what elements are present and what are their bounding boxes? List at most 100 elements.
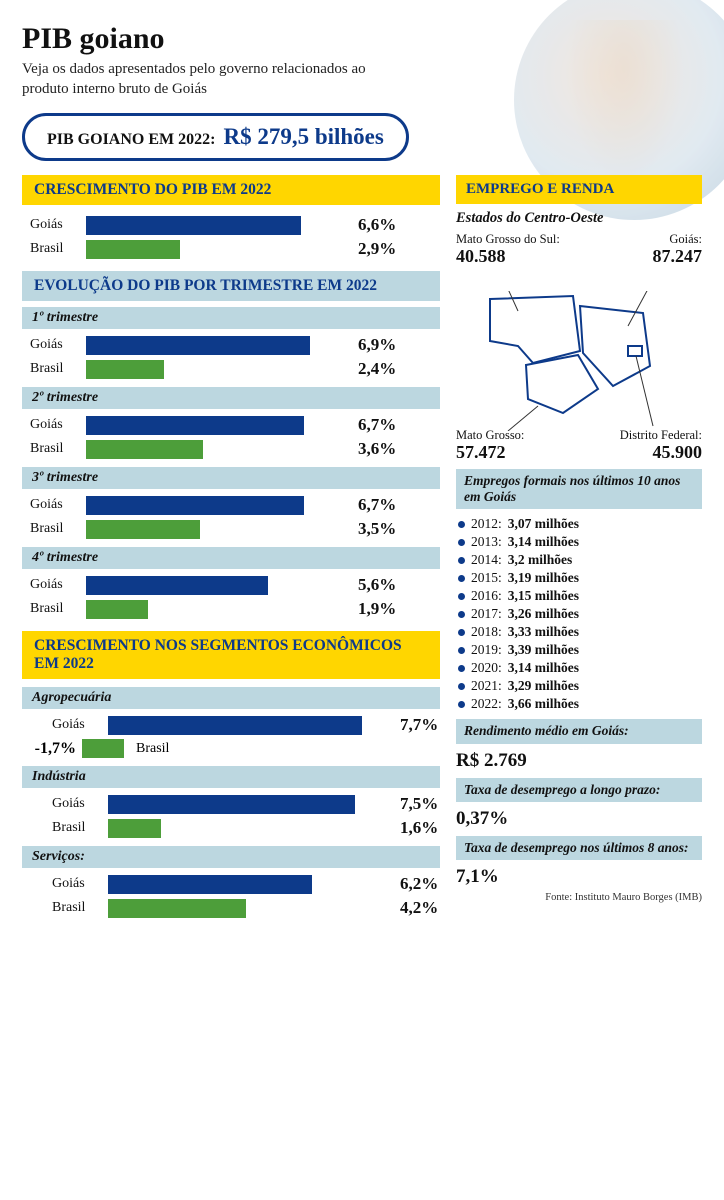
bar-label: Goiás [52, 876, 100, 892]
bar-value: 3,6% [358, 439, 396, 459]
job-year: 2019: [471, 642, 502, 658]
bar-value: 1,9% [358, 599, 396, 619]
bar-row: Brasil 2,9% [22, 237, 440, 261]
bar-label: Goiás [30, 337, 78, 353]
bar-track [86, 240, 346, 259]
job-value: 3,15 milhões [508, 588, 579, 604]
pib-highlight-box: PIB GOIANO EM 2022: R$ 279,5 bilhões [22, 113, 409, 161]
bar-fill [86, 216, 301, 235]
job-item: 2012: 3,07 milhões [458, 515, 702, 533]
bar-value: 6,7% [358, 415, 396, 435]
job-item: 2020: 3,14 milhões [458, 659, 702, 677]
job-item: 2016: 3,15 milhões [458, 587, 702, 605]
bar-fill [86, 240, 180, 259]
bullet-icon [458, 557, 465, 564]
bar-label: Goiás [52, 796, 100, 812]
map-value-ms: 40.588 [456, 246, 506, 266]
bar-row: Goiás 5,6% [22, 573, 440, 597]
bar-track [86, 496, 346, 515]
segment-header: Indústria [22, 766, 440, 788]
bar-track [86, 216, 346, 235]
bar-label: Goiás [30, 497, 78, 513]
job-value: 3,26 milhões [508, 606, 579, 622]
bar-row: Goiás 7,7% [22, 713, 440, 737]
quarters-evolucao: 1º trimestre Goiás 6,9% Brasil 2,4% 2º t… [22, 307, 440, 621]
bullet-icon [458, 665, 465, 672]
bar-track [86, 600, 346, 619]
bullet-icon [458, 629, 465, 636]
job-year: 2012: [471, 516, 502, 532]
job-year: 2013: [471, 534, 502, 550]
bar-label: Goiás [30, 577, 78, 593]
bar-track [108, 899, 388, 918]
job-year: 2021: [471, 678, 502, 694]
bar-track [86, 520, 346, 539]
job-item: 2013: 3,14 milhões [458, 533, 702, 551]
section-header-emprego: EMPREGO E RENDA [456, 175, 702, 204]
map-centro-oeste: Mato Grosso do Sul: 40.588 Goiás: 87.247… [456, 233, 702, 463]
bullet-icon [458, 611, 465, 618]
map-label-go-text: Goiás: [669, 232, 702, 246]
map-label-ms: Mato Grosso do Sul: 40.588 [456, 233, 560, 267]
bar-row: Goiás 7,5% [22, 792, 440, 816]
bar-row: Brasil 4,2% [22, 896, 440, 920]
bar-track [108, 795, 388, 814]
job-year: 2018: [471, 624, 502, 640]
map-value-go: 87.247 [653, 246, 703, 266]
bar-row: Brasil 1,9% [22, 597, 440, 621]
bar-fill [86, 336, 310, 355]
bar-label: Brasil [30, 241, 78, 257]
bar-value: 2,9% [358, 239, 396, 259]
map-label-go: Goiás: 87.247 [653, 233, 703, 267]
bar-row: Goiás 6,7% [22, 493, 440, 517]
job-item: 2014: 3,2 milhões [458, 551, 702, 569]
bar-fill [108, 875, 312, 894]
taxa2-label: Taxa de desemprego nos últimos 8 anos: [456, 836, 702, 860]
job-year: 2014: [471, 552, 502, 568]
bullet-icon [458, 539, 465, 546]
bar-label: Brasil [52, 900, 100, 916]
bullet-icon [458, 575, 465, 582]
groups-segmentos: Agropecuária Goiás 7,7% -1,7% Brasil Ind… [22, 687, 440, 920]
job-value: 3,33 milhões [508, 624, 579, 640]
bullet-icon [458, 683, 465, 690]
job-item: 2022: 3,66 milhões [458, 695, 702, 713]
bar-value: -1,7% [22, 740, 76, 758]
map-label-ms-text: Mato Grosso do Sul: [456, 232, 560, 246]
bullet-icon [458, 521, 465, 528]
bar-fill [86, 576, 268, 595]
bar-fill [108, 716, 362, 735]
taxa1-label: Taxa de desemprego a longo prazo: [456, 778, 702, 802]
bar-value: 6,2% [400, 874, 438, 894]
bar-label: Brasil [52, 820, 100, 836]
quarter-header: 2º trimestre [22, 387, 440, 409]
job-year: 2015: [471, 570, 502, 586]
quarter-header: 4º trimestre [22, 547, 440, 569]
bar-fill [108, 819, 161, 838]
job-year: 2022: [471, 696, 502, 712]
right-column: EMPREGO E RENDA Estados do Centro-Oeste … [456, 175, 702, 920]
job-value: 3,19 milhões [508, 570, 579, 586]
bar-value: 5,6% [358, 575, 396, 595]
job-item: 2019: 3,39 milhões [458, 641, 702, 659]
job-year: 2020: [471, 660, 502, 676]
bars-crescimento: Goiás 6,6% Brasil 2,9% [22, 213, 440, 261]
source-text: Fonte: Instituto Mauro Borges (IMB) [456, 892, 702, 903]
job-value: 3,14 milhões [508, 534, 579, 550]
bar-value: 7,5% [400, 794, 438, 814]
bar-label: Goiás [30, 417, 78, 433]
rendimento-label: Rendimento médio em Goiás: [456, 719, 702, 743]
map-label-mt: Mato Grosso: 57.472 [456, 429, 524, 463]
segment-header: Agropecuária [22, 687, 440, 709]
quarter-header: 3º trimestre [22, 467, 440, 489]
bar-label: Brasil [30, 441, 78, 457]
bar-value: 6,7% [358, 495, 396, 515]
bar-fill [86, 600, 148, 619]
job-year: 2016: [471, 588, 502, 604]
bar-fill [86, 496, 304, 515]
bar-fill [86, 416, 304, 435]
job-value: 3,39 milhões [508, 642, 579, 658]
bar-row: Goiás 6,6% [22, 213, 440, 237]
job-value: 3,2 milhões [508, 552, 573, 568]
bar-track [108, 819, 388, 838]
